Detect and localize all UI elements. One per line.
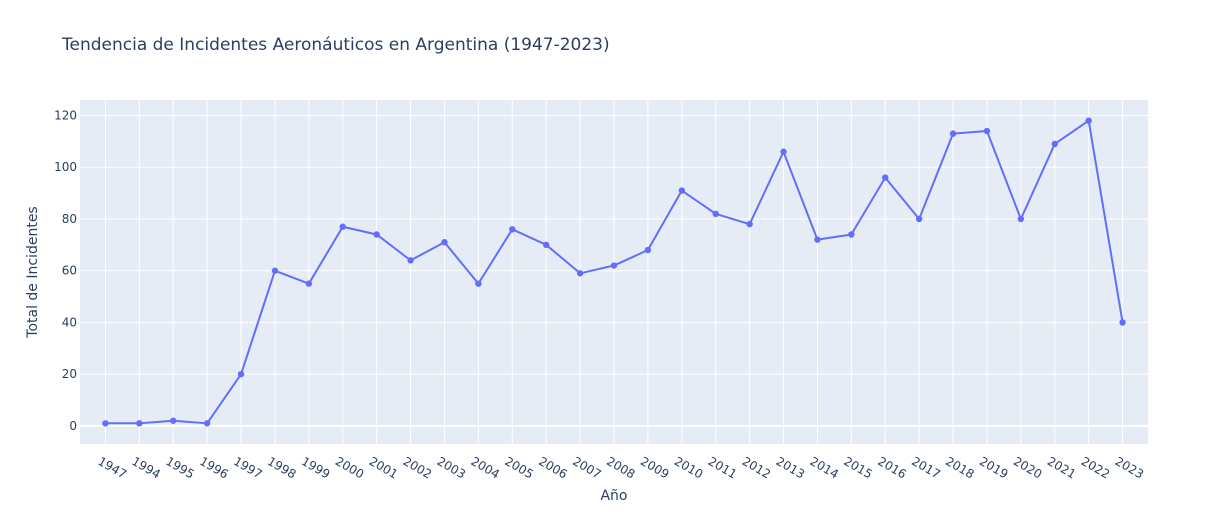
x-tick-label: 2011 — [706, 454, 739, 481]
x-tick-label: 1994 — [129, 454, 162, 481]
x-tick-label: 2021 — [1045, 454, 1078, 481]
x-axis-title: Año — [600, 488, 627, 504]
data-point — [237, 370, 245, 378]
y-tick-label: 120 — [54, 109, 77, 123]
data-point — [475, 280, 482, 287]
x-tick-label: 2006 — [536, 454, 569, 481]
data-point — [644, 246, 652, 254]
y-axis-title: Total de Incidentes — [25, 206, 41, 338]
x-tick-label: 2020 — [1011, 454, 1044, 481]
data-point — [407, 257, 414, 264]
x-tick-label: 2016 — [875, 454, 908, 481]
data-point — [542, 241, 550, 249]
chart-title: Tendencia de Incidentes Aeronáuticos en … — [61, 35, 610, 55]
data-point — [746, 220, 753, 228]
data-point — [203, 420, 211, 427]
x-tick-label: 2000 — [333, 454, 366, 481]
x-tick-label: 1999 — [299, 454, 332, 481]
series — [102, 117, 1126, 427]
data-point — [1085, 117, 1092, 124]
x-tick-label: 2010 — [672, 454, 705, 481]
x-tick-label: 2015 — [841, 454, 874, 481]
data-point — [882, 174, 889, 181]
x-tick-label: 2018 — [943, 454, 976, 481]
x-tick-label: 1997 — [231, 454, 264, 481]
y-tick-label: 60 — [62, 264, 77, 278]
x-tick-label: 2012 — [740, 454, 773, 481]
data-point — [373, 231, 380, 238]
x-tick-label: 2014 — [808, 454, 841, 481]
x-tick-label: 1995 — [163, 454, 196, 481]
x-tick-label: 2001 — [367, 454, 400, 481]
data-point — [780, 148, 787, 155]
y-tick-label: 20 — [62, 367, 77, 381]
data-point — [915, 215, 923, 223]
data-point — [305, 280, 313, 287]
data-point — [848, 231, 855, 238]
x-axis-ticks: 1947 1994 1995 1996 1997 1998 1999 2000 2001 2002… — [96, 454, 1147, 481]
x-tick-label: 1998 — [265, 454, 298, 481]
y-axis-ticks: 0 20 40 60 80 100 120 — [54, 109, 77, 433]
data-point — [949, 130, 957, 137]
x-tick-label: 2008 — [604, 454, 637, 481]
x-tick-label: 1947 — [96, 454, 129, 481]
y-tick-label: 80 — [62, 212, 77, 226]
x-tick-label: 2007 — [570, 454, 603, 481]
data-point — [271, 267, 279, 274]
data-point — [814, 236, 821, 243]
data-point — [170, 417, 177, 424]
data-point — [678, 187, 686, 194]
data-point — [102, 420, 109, 427]
data-point — [339, 223, 346, 230]
data-point — [136, 420, 143, 427]
data-point — [1119, 319, 1126, 326]
x-tick-label: 2009 — [638, 454, 671, 481]
data-point — [576, 270, 584, 277]
x-tick-label: 2005 — [502, 454, 535, 481]
y-tick-label: 100 — [54, 160, 77, 174]
x-tick-label: 2003 — [435, 454, 468, 481]
data-point — [509, 226, 516, 233]
x-tick-label: 2004 — [468, 454, 501, 481]
y-tick-label: 0 — [69, 419, 77, 433]
x-tick-label: 2023 — [1113, 454, 1146, 481]
data-point — [1051, 140, 1058, 148]
data-point — [441, 239, 448, 246]
data-point — [983, 127, 991, 135]
x-tick-label: 2017 — [909, 454, 942, 481]
data-point — [1017, 215, 1025, 223]
grid — [80, 100, 1148, 444]
data-point — [610, 262, 618, 269]
data-point — [712, 210, 719, 218]
x-tick-label: 2013 — [774, 454, 807, 481]
x-tick-label: 1996 — [197, 454, 230, 481]
x-tick-label: 2019 — [977, 454, 1010, 481]
x-tick-label: 2002 — [401, 454, 434, 481]
x-tick-label: 2022 — [1079, 454, 1112, 481]
y-tick-label: 40 — [62, 315, 77, 329]
